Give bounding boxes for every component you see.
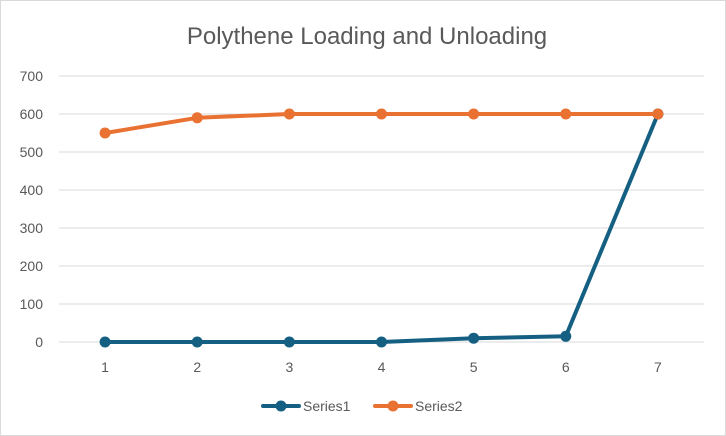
x-tick-label: 5 (470, 359, 478, 375)
legend-item-series1: Series1 (261, 398, 351, 414)
y-tick-label: 400 (20, 182, 44, 198)
data-point-series1-6 (560, 330, 572, 342)
data-point-series2-1 (99, 127, 111, 139)
legend: Series1 Series2 (261, 398, 463, 414)
y-tick-label: 500 (20, 144, 44, 160)
data-point-series2-5 (468, 108, 480, 120)
x-tick-label: 7 (654, 359, 662, 375)
x-tick-label: 3 (285, 359, 293, 375)
series-series1 (99, 108, 664, 348)
y-tick-label: 600 (20, 106, 44, 122)
legend-swatch-marker (275, 400, 287, 412)
data-point-series2-4 (376, 108, 387, 120)
y-tick-label: 700 (20, 68, 44, 84)
data-point-series2-7 (652, 108, 664, 120)
x-tick-label: 4 (378, 359, 386, 375)
data-point-series2-2 (191, 112, 203, 124)
legend-label: Series1 (303, 398, 351, 414)
x-axis-tick-labels: 1 2 3 4 5 6 7 (101, 359, 662, 375)
series-lines (99, 108, 664, 348)
y-tick-label: 0 (35, 334, 43, 350)
y-axis-tick-labels: 0 100 200 300 400 500 600 700 (20, 68, 44, 350)
y-tick-label: 200 (20, 258, 44, 274)
x-tick-label: 2 (193, 359, 201, 375)
series-series2 (99, 108, 664, 139)
legend-item-series2: Series2 (373, 398, 463, 414)
data-point-series1-1 (99, 336, 111, 348)
y-tick-label: 100 (20, 296, 44, 312)
data-point-series1-5 (468, 332, 480, 344)
y-tick-label: 300 (20, 220, 44, 236)
gridlines (59, 75, 704, 343)
data-point-series1-3 (283, 336, 295, 348)
data-point-series2-6 (560, 108, 572, 120)
x-tick-label: 6 (562, 359, 570, 375)
legend-label: Series2 (415, 398, 463, 414)
data-point-series2-3 (283, 108, 295, 120)
data-point-series1-2 (191, 336, 203, 348)
data-point-series1-4 (376, 336, 387, 348)
legend-swatch-marker (387, 400, 399, 412)
chart-title: Polythene Loading and Unloading (187, 23, 547, 50)
x-tick-label: 1 (101, 359, 109, 375)
